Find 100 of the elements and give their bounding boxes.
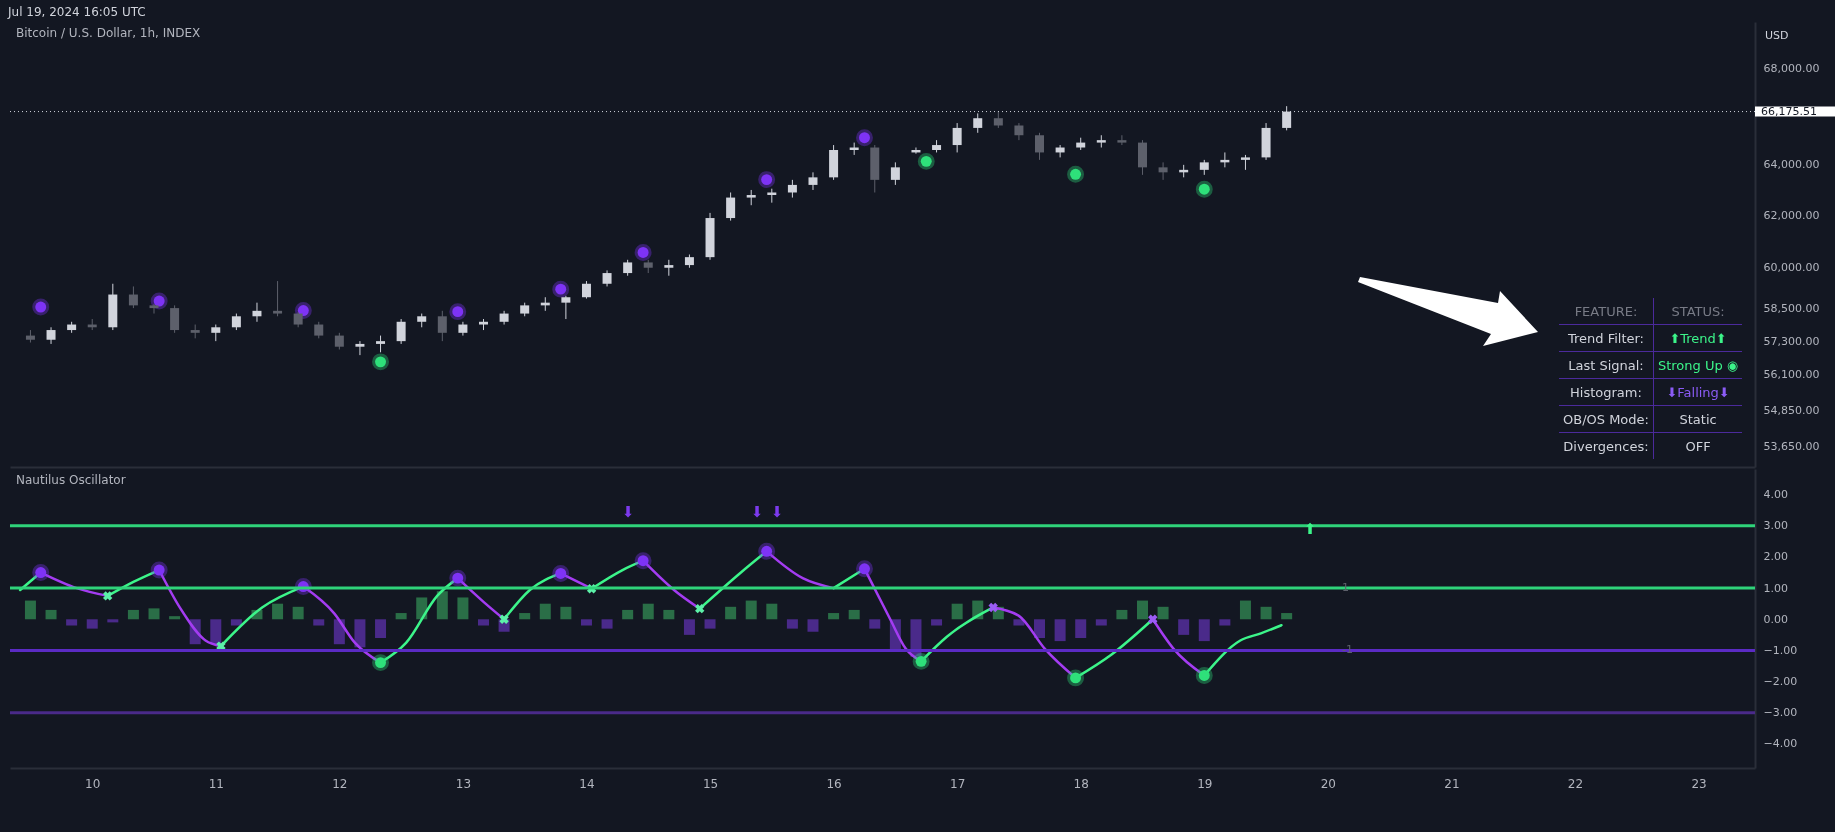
x-tick-label: 11 xyxy=(208,776,224,791)
bar xyxy=(622,609,634,620)
bar xyxy=(1157,606,1169,620)
y-tick-label: 64,000.00 xyxy=(1763,158,1820,172)
point xyxy=(1067,669,1085,687)
bar xyxy=(478,619,489,626)
point xyxy=(758,542,776,560)
point xyxy=(32,564,50,581)
bar xyxy=(210,619,222,645)
bar xyxy=(66,619,78,626)
bar xyxy=(704,619,716,629)
bar xyxy=(725,606,737,620)
bar xyxy=(1219,619,1231,626)
x-tick-label: 21 xyxy=(1444,776,1460,791)
bar xyxy=(1198,619,1210,642)
ref-line-label: 1 xyxy=(1342,581,1349,595)
candlestick xyxy=(890,161,900,186)
bar xyxy=(828,613,840,620)
bar xyxy=(1281,613,1293,620)
x-tick-label: 12 xyxy=(332,776,348,791)
point xyxy=(552,564,570,582)
point xyxy=(856,560,873,578)
y-tick-label: 54,850.00 xyxy=(1763,404,1820,418)
point xyxy=(912,652,930,670)
candlestick xyxy=(561,295,571,320)
bar xyxy=(457,597,469,620)
point xyxy=(150,561,168,579)
text: Jul 19, 2024 16:05 UTC xyxy=(8,4,146,21)
point xyxy=(102,591,113,601)
candlestick xyxy=(273,280,283,317)
bar xyxy=(807,619,819,632)
candlestick xyxy=(149,303,159,315)
bar xyxy=(869,619,881,629)
annotation: Trend Filter: xyxy=(1559,324,1654,352)
bar xyxy=(107,619,119,623)
point xyxy=(499,614,509,624)
bar xyxy=(580,619,592,626)
x-tick-label: 17 xyxy=(950,776,966,791)
bar xyxy=(86,619,98,629)
point xyxy=(1067,165,1085,183)
bar xyxy=(127,609,139,620)
bar xyxy=(1095,619,1107,626)
point xyxy=(856,129,873,147)
candlestick xyxy=(252,302,262,323)
y-tick-label: 2.00 xyxy=(1763,550,1788,564)
point xyxy=(634,552,652,570)
point xyxy=(1195,666,1213,684)
bar xyxy=(230,619,242,626)
y-tick-label: 56,100.00 xyxy=(1763,368,1820,382)
candlestick xyxy=(170,304,180,334)
annotation: Static xyxy=(1653,405,1743,433)
annotation: ⬆Trend⬆ xyxy=(1653,324,1743,352)
bar xyxy=(1034,619,1046,638)
bar xyxy=(436,591,448,620)
candlestick xyxy=(396,318,406,345)
y-axis-title: USD xyxy=(1765,29,1789,42)
annotation: Strong Up ◉ xyxy=(1653,351,1743,379)
candlestick xyxy=(437,310,447,342)
annotation: ⬇ xyxy=(750,503,764,521)
point xyxy=(1148,614,1158,624)
candlestick xyxy=(1158,161,1168,181)
point xyxy=(150,292,168,310)
x-tick-label: 14 xyxy=(579,776,595,791)
point xyxy=(449,303,467,321)
y-tick-label: 0.00 xyxy=(1763,612,1788,626)
y-tick-label: −4.00 xyxy=(1763,737,1798,751)
bar xyxy=(1260,606,1272,620)
bar xyxy=(1136,600,1148,620)
point xyxy=(372,353,390,371)
point xyxy=(552,280,570,298)
annotation: Divergences: xyxy=(1559,432,1654,459)
annotation: ⬇Falling⬇ xyxy=(1653,378,1743,406)
bar xyxy=(683,619,695,635)
bar xyxy=(1054,619,1066,642)
point xyxy=(988,602,998,613)
bar xyxy=(745,600,757,620)
annotation: Histogram: xyxy=(1559,378,1654,406)
annotation: OFF xyxy=(1684,437,1712,456)
annotation: STATUS: xyxy=(1653,298,1743,325)
x-tick-label: 23 xyxy=(1691,776,1707,791)
y-tick-label: 60,000.00 xyxy=(1763,261,1820,275)
point xyxy=(917,152,935,170)
bar xyxy=(272,603,284,620)
y-tick-label: 53,650.00 xyxy=(1763,439,1820,453)
candlestick xyxy=(128,285,138,309)
chart-title: Nautilus Oscillator xyxy=(16,473,126,487)
bar xyxy=(601,619,613,629)
candlestick xyxy=(973,112,983,134)
bar xyxy=(663,609,675,620)
x-tick-label: 18 xyxy=(1073,776,1089,791)
y-tick-label: 62,000.00 xyxy=(1763,208,1820,222)
bar xyxy=(519,613,531,620)
candlestick xyxy=(1117,134,1127,146)
y-tick-label: −3.00 xyxy=(1763,706,1798,720)
annotation: ⬇ xyxy=(621,503,635,521)
bar xyxy=(539,603,551,620)
chart-title: Bitcoin / U.S. Dollar, 1h, INDEX xyxy=(16,26,201,40)
point xyxy=(758,171,776,189)
y-tick-label: 4.00 xyxy=(1763,488,1788,502)
y-tick-label: 57,300.00 xyxy=(1763,334,1820,348)
